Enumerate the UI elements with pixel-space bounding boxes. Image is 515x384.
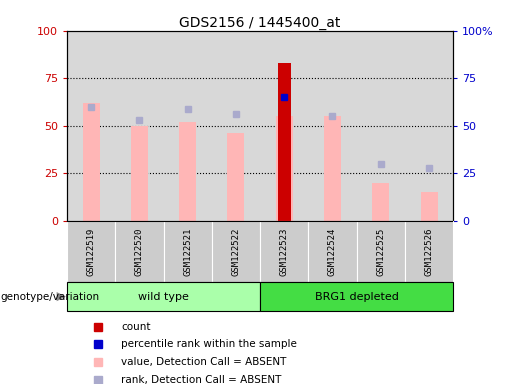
Bar: [372, 183, 389, 221]
Bar: [260, 221, 308, 282]
Text: wild type: wild type: [138, 291, 189, 302]
Text: GSM122519: GSM122519: [87, 227, 96, 276]
Bar: [260, 282, 453, 311]
Bar: [421, 192, 438, 221]
Text: BRG1 depleted: BRG1 depleted: [315, 291, 399, 302]
Bar: [324, 116, 341, 221]
Polygon shape: [57, 292, 66, 301]
Bar: [131, 126, 148, 221]
Text: percentile rank within the sample: percentile rank within the sample: [121, 339, 297, 349]
Text: GSM122525: GSM122525: [376, 227, 385, 276]
Bar: [67, 282, 260, 311]
Text: genotype/variation: genotype/variation: [0, 291, 99, 302]
Bar: [228, 133, 245, 221]
Title: GDS2156 / 1445400_at: GDS2156 / 1445400_at: [179, 16, 341, 30]
Text: GSM122522: GSM122522: [231, 227, 241, 276]
Bar: [278, 63, 290, 221]
Bar: [163, 221, 212, 282]
Bar: [308, 221, 356, 282]
Bar: [179, 122, 196, 221]
Text: count: count: [121, 322, 150, 332]
Bar: [276, 116, 293, 221]
Bar: [405, 221, 453, 282]
Text: GSM122520: GSM122520: [135, 227, 144, 276]
Bar: [82, 103, 99, 221]
Text: GSM122521: GSM122521: [183, 227, 192, 276]
Bar: [356, 221, 405, 282]
Text: value, Detection Call = ABSENT: value, Detection Call = ABSENT: [121, 357, 286, 367]
Text: GSM122526: GSM122526: [424, 227, 434, 276]
Text: rank, Detection Call = ABSENT: rank, Detection Call = ABSENT: [121, 374, 281, 384]
Bar: [115, 221, 163, 282]
Text: GSM122524: GSM122524: [328, 227, 337, 276]
Bar: [212, 221, 260, 282]
Bar: [67, 221, 115, 282]
Text: GSM122523: GSM122523: [280, 227, 289, 276]
